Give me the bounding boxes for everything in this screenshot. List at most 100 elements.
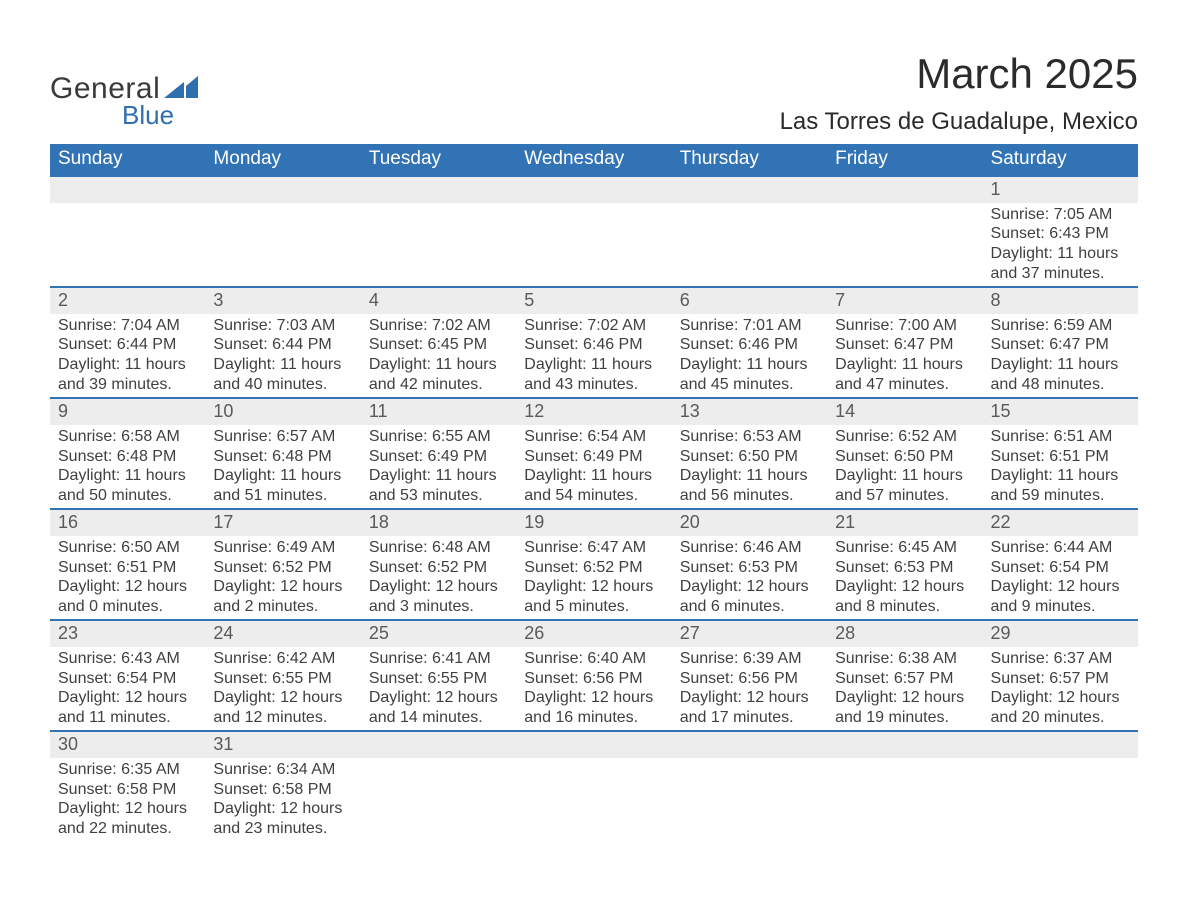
daylight-line: Daylight: 12 hours and 8 minutes.: [835, 577, 976, 616]
day-details: Sunrise: 6:55 AMSunset: 6:49 PMDaylight:…: [361, 425, 516, 509]
sunset-line: Sunset: 6:56 PM: [524, 669, 665, 689]
sunrise-line: Sunrise: 6:53 AM: [680, 427, 821, 447]
daylight-line: Daylight: 12 hours and 6 minutes.: [680, 577, 821, 616]
day-number: 26: [516, 620, 671, 647]
day-number: 25: [361, 620, 516, 647]
day-details: Sunrise: 6:49 AMSunset: 6:52 PMDaylight:…: [205, 536, 360, 620]
weekday-header: Sunday: [50, 144, 205, 176]
day-number: 27: [672, 620, 827, 647]
weekday-header: Monday: [205, 144, 360, 176]
daylight-line: Daylight: 11 hours and 51 minutes.: [213, 466, 354, 505]
details-row: Sunrise: 6:35 AMSunset: 6:58 PMDaylight:…: [50, 758, 1138, 841]
day-details: Sunrise: 7:04 AMSunset: 6:44 PMDaylight:…: [50, 314, 205, 398]
daylight-line: Daylight: 12 hours and 3 minutes.: [369, 577, 510, 616]
empty-cell: [205, 203, 360, 287]
day-number: 15: [983, 398, 1138, 425]
sunset-line: Sunset: 6:44 PM: [58, 335, 199, 355]
day-details: Sunrise: 6:46 AMSunset: 6:53 PMDaylight:…: [672, 536, 827, 620]
details-row: Sunrise: 7:05 AMSunset: 6:43 PMDaylight:…: [50, 203, 1138, 287]
sunrise-line: Sunrise: 6:42 AM: [213, 649, 354, 669]
empty-cell: [672, 731, 827, 758]
weekday-header: Tuesday: [361, 144, 516, 176]
sunrise-line: Sunrise: 6:52 AM: [835, 427, 976, 447]
day-details: Sunrise: 6:48 AMSunset: 6:52 PMDaylight:…: [361, 536, 516, 620]
daylight-line: Daylight: 11 hours and 56 minutes.: [680, 466, 821, 505]
sunset-line: Sunset: 6:54 PM: [58, 669, 199, 689]
sunset-line: Sunset: 6:49 PM: [369, 447, 510, 467]
empty-cell: [361, 176, 516, 203]
sunset-line: Sunset: 6:45 PM: [369, 335, 510, 355]
location: Las Torres de Guadalupe, Mexico: [780, 108, 1138, 136]
sunset-line: Sunset: 6:53 PM: [680, 558, 821, 578]
sunset-line: Sunset: 6:50 PM: [835, 447, 976, 467]
day-number: 14: [827, 398, 982, 425]
sunrise-line: Sunrise: 6:50 AM: [58, 538, 199, 558]
empty-cell: [50, 203, 205, 287]
daylight-line: Daylight: 12 hours and 20 minutes.: [991, 688, 1132, 727]
sunset-line: Sunset: 6:58 PM: [213, 780, 354, 800]
daylight-line: Daylight: 12 hours and 16 minutes.: [524, 688, 665, 727]
sunrise-line: Sunrise: 6:37 AM: [991, 649, 1132, 669]
daylight-line: Daylight: 12 hours and 22 minutes.: [58, 799, 199, 838]
day-number: 18: [361, 509, 516, 536]
sunrise-line: Sunrise: 6:54 AM: [524, 427, 665, 447]
sunset-line: Sunset: 6:52 PM: [369, 558, 510, 578]
day-details: Sunrise: 6:51 AMSunset: 6:51 PMDaylight:…: [983, 425, 1138, 509]
sunrise-line: Sunrise: 7:02 AM: [369, 316, 510, 336]
day-details: Sunrise: 6:39 AMSunset: 6:56 PMDaylight:…: [672, 647, 827, 731]
weekday-header: Thursday: [672, 144, 827, 176]
daylight-line: Daylight: 11 hours and 54 minutes.: [524, 466, 665, 505]
sunrise-line: Sunrise: 6:45 AM: [835, 538, 976, 558]
sunset-line: Sunset: 6:51 PM: [991, 447, 1132, 467]
sunrise-line: Sunrise: 7:05 AM: [991, 205, 1132, 225]
daylight-line: Daylight: 11 hours and 47 minutes.: [835, 355, 976, 394]
sunset-line: Sunset: 6:57 PM: [835, 669, 976, 689]
daylight-line: Daylight: 11 hours and 57 minutes.: [835, 466, 976, 505]
empty-cell: [516, 203, 671, 287]
day-details: Sunrise: 6:37 AMSunset: 6:57 PMDaylight:…: [983, 647, 1138, 731]
sunset-line: Sunset: 6:43 PM: [991, 224, 1132, 244]
day-details: Sunrise: 6:54 AMSunset: 6:49 PMDaylight:…: [516, 425, 671, 509]
day-details: Sunrise: 6:50 AMSunset: 6:51 PMDaylight:…: [50, 536, 205, 620]
day-number: 13: [672, 398, 827, 425]
day-details: Sunrise: 7:00 AMSunset: 6:47 PMDaylight:…: [827, 314, 982, 398]
daylight-line: Daylight: 12 hours and 14 minutes.: [369, 688, 510, 727]
sunset-line: Sunset: 6:44 PM: [213, 335, 354, 355]
calendar-header-row: SundayMondayTuesdayWednesdayThursdayFrid…: [50, 144, 1138, 176]
day-number: 1: [983, 176, 1138, 203]
empty-cell: [516, 758, 671, 841]
sunrise-line: Sunrise: 7:03 AM: [213, 316, 354, 336]
day-details: Sunrise: 6:57 AMSunset: 6:48 PMDaylight:…: [205, 425, 360, 509]
daylight-line: Daylight: 11 hours and 53 minutes.: [369, 466, 510, 505]
sunrise-line: Sunrise: 6:49 AM: [213, 538, 354, 558]
sunrise-line: Sunrise: 6:38 AM: [835, 649, 976, 669]
daylight-line: Daylight: 12 hours and 19 minutes.: [835, 688, 976, 727]
day-number: 21: [827, 509, 982, 536]
empty-cell: [672, 176, 827, 203]
logo-mark-icon: [164, 76, 198, 103]
day-details: Sunrise: 6:34 AMSunset: 6:58 PMDaylight:…: [205, 758, 360, 841]
day-number: 17: [205, 509, 360, 536]
day-details: Sunrise: 6:45 AMSunset: 6:53 PMDaylight:…: [827, 536, 982, 620]
daylight-line: Daylight: 12 hours and 2 minutes.: [213, 577, 354, 616]
day-details: Sunrise: 7:02 AMSunset: 6:45 PMDaylight:…: [361, 314, 516, 398]
daylight-line: Daylight: 11 hours and 59 minutes.: [991, 466, 1132, 505]
sunrise-line: Sunrise: 6:57 AM: [213, 427, 354, 447]
daylight-line: Daylight: 11 hours and 45 minutes.: [680, 355, 821, 394]
empty-cell: [516, 176, 671, 203]
sunset-line: Sunset: 6:49 PM: [524, 447, 665, 467]
sunrise-line: Sunrise: 6:44 AM: [991, 538, 1132, 558]
day-details: Sunrise: 7:03 AMSunset: 6:44 PMDaylight:…: [205, 314, 360, 398]
day-number: 20: [672, 509, 827, 536]
sunset-line: Sunset: 6:52 PM: [213, 558, 354, 578]
day-number: 30: [50, 731, 205, 758]
day-number: 19: [516, 509, 671, 536]
day-details: Sunrise: 6:42 AMSunset: 6:55 PMDaylight:…: [205, 647, 360, 731]
sunrise-line: Sunrise: 6:58 AM: [58, 427, 199, 447]
sunrise-line: Sunrise: 7:01 AM: [680, 316, 821, 336]
sunset-line: Sunset: 6:55 PM: [369, 669, 510, 689]
sunset-line: Sunset: 6:52 PM: [524, 558, 665, 578]
day-number: 16: [50, 509, 205, 536]
sunrise-line: Sunrise: 6:51 AM: [991, 427, 1132, 447]
daylight-line: Daylight: 11 hours and 42 minutes.: [369, 355, 510, 394]
